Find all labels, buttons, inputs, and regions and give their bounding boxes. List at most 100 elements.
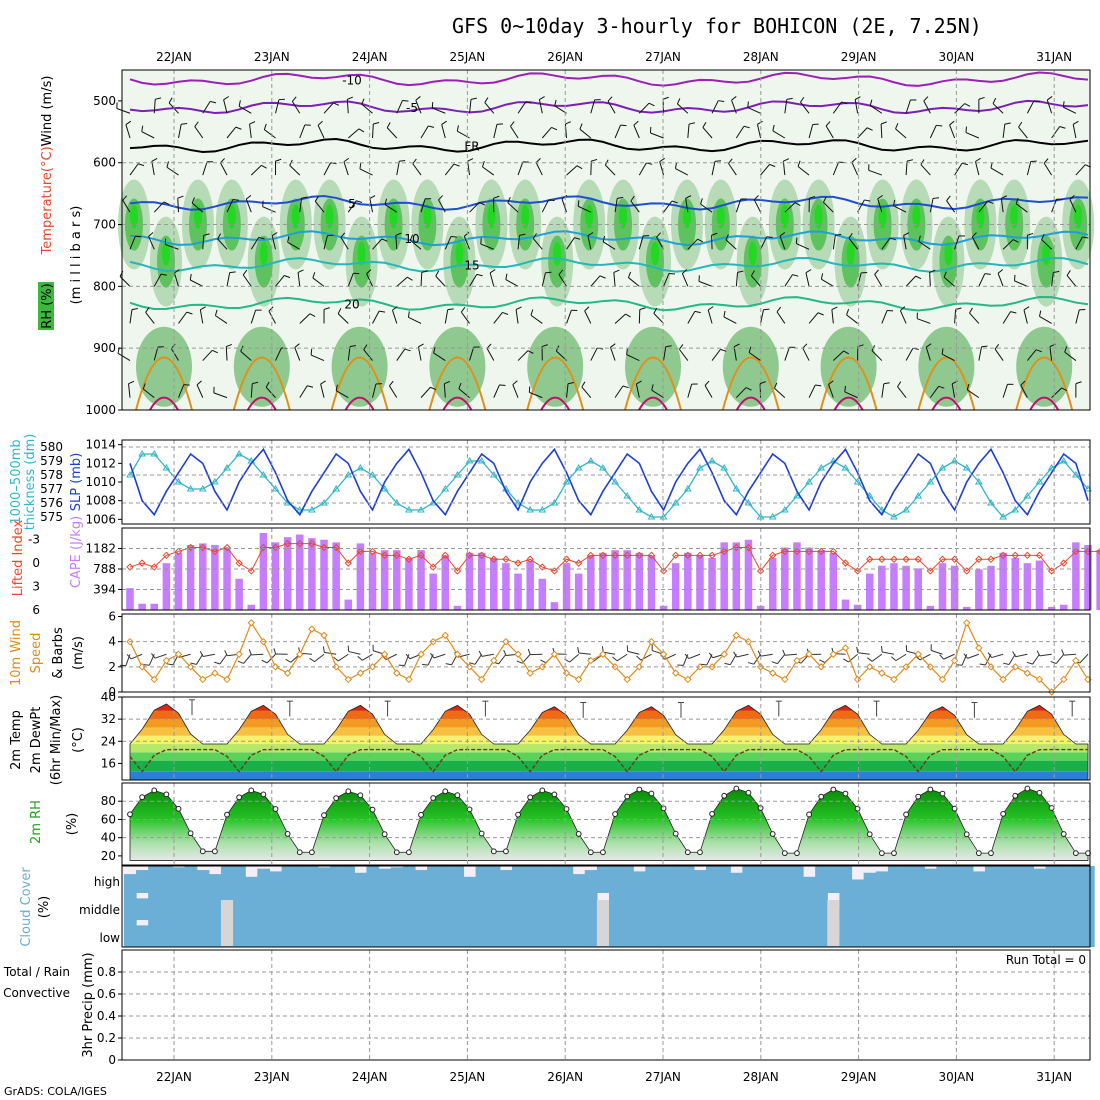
rh-point: [211, 848, 218, 855]
wind-barb: [897, 386, 907, 398]
wind-barb-flag: [347, 645, 350, 652]
cloud-high-bar: [863, 872, 877, 893]
rh-axis-label: RH (%): [40, 283, 55, 328]
wind-speed-point: [174, 650, 183, 658]
wind-barb-flag: [322, 646, 325, 653]
wind-barb-flag: [938, 385, 945, 389]
thickness-point: [465, 457, 474, 464]
lifted-index-point: [356, 547, 365, 556]
wind-speed-point: [405, 675, 413, 684]
lifted-index-point: [393, 551, 401, 560]
wind-barb: [420, 198, 426, 213]
wind-barb: [361, 653, 373, 661]
rh-point: [393, 849, 400, 856]
wind-barb: [238, 105, 252, 114]
cape-bar: [781, 547, 789, 610]
thickness-point: [477, 457, 486, 464]
date-label-bottom: 30JAN: [939, 1070, 975, 1084]
wind-barb: [751, 275, 761, 287]
wind-barb-flag: [412, 158, 417, 165]
thickness-point: [1035, 478, 1044, 485]
cape-bar: [538, 578, 547, 610]
cloud-middle-bar: [633, 893, 646, 920]
cape-bar: [962, 606, 971, 610]
rh-point: [1000, 810, 1007, 817]
wind-barb-flag: [1023, 306, 1030, 311]
precip-tick-label: 0: [108, 1053, 116, 1067]
wind-barb-flag: [320, 380, 326, 385]
cape-bar: [283, 537, 292, 610]
wind-barb-flag: [395, 232, 402, 236]
cloud-high-bar: [596, 866, 610, 893]
slp-axis-label: SLP (mb): [69, 453, 84, 512]
wind-barb: [663, 273, 670, 287]
cloud-high-bar: [317, 867, 331, 893]
wind-speed-point: [793, 656, 801, 665]
cloud-high-bar: [560, 866, 574, 893]
thickness-point: [696, 464, 704, 471]
wind-barb-flag: [450, 235, 458, 238]
cloud-low-bar: [378, 920, 392, 947]
wind-barb-flag: [753, 195, 759, 201]
wind-barb-flag: [502, 311, 509, 315]
wind-barb-flag: [445, 663, 452, 666]
cloud-low-bar: [706, 920, 719, 947]
cloud-high-bar: [160, 866, 174, 893]
wind-barb: [128, 383, 131, 398]
wind-barb: [512, 384, 519, 398]
wind-barb-flag: [392, 306, 398, 311]
wind-barb-flag: [700, 663, 707, 666]
cape-bar: [247, 604, 256, 610]
rh-contour-fill: [651, 241, 659, 266]
wind-barb-flag: [232, 198, 239, 201]
wind-barb-flag: [1036, 650, 1041, 657]
cloud-low-bar: [366, 920, 380, 947]
date-label-bottom: 26JAN: [547, 1070, 583, 1084]
thickness-point: [295, 506, 304, 513]
wind-barb: [271, 235, 277, 250]
wind-speed-point: [283, 669, 292, 677]
wind-barb: [1026, 161, 1032, 176]
wind-barb-flag: [309, 313, 316, 317]
wind-barb: [917, 318, 931, 324]
minmax-axis-label: (6hr Min/Max): [49, 695, 64, 785]
cloud-low-bar: [208, 920, 222, 947]
date-label-top: 24JAN: [352, 50, 388, 64]
cloud-low-bar: [354, 920, 368, 947]
wind-barb: [685, 198, 689, 213]
wind-barb-flag: [441, 120, 447, 125]
cloud-middle-bar: [681, 893, 695, 920]
wind-barb: [420, 125, 429, 139]
cloud-low-bar: [742, 920, 756, 947]
wind-barb-flag: [148, 232, 154, 237]
wind-barb: [444, 163, 455, 176]
wind-barb: [294, 347, 301, 361]
wind-barb: [195, 653, 204, 665]
wind-barb: [905, 161, 908, 176]
cape-bar: [526, 560, 534, 610]
cloud-high-bar: [887, 866, 901, 893]
wind-speed-point: [890, 675, 898, 684]
wind-barb: [607, 100, 616, 114]
thickness-point: [659, 513, 668, 520]
rh-contour-fill: [814, 204, 823, 229]
wind-barb: [681, 273, 689, 287]
wind-barb-flag: [261, 659, 268, 664]
wind-barb-flag: [453, 163, 460, 167]
wind-barb-flag: [1012, 239, 1019, 243]
wind-speed-point: [866, 663, 874, 671]
cloud-high-bar: [475, 866, 489, 893]
cloud-middle-bar: [1057, 893, 1071, 920]
cloud-low-bar: [984, 920, 998, 947]
wind-barb-flag: [510, 121, 515, 127]
wind-barb: [823, 201, 834, 213]
wind-barb: [578, 652, 591, 655]
cape-bar: [1035, 560, 1044, 610]
wind-barb: [881, 310, 888, 324]
wind-barb: [1051, 272, 1054, 287]
wind-barb-flag: [291, 96, 297, 102]
wind-barb-flag: [358, 128, 365, 133]
wind-barb-flag: [530, 309, 534, 316]
wind-barb: [372, 123, 374, 139]
rh-contour-fill: [625, 326, 681, 407]
